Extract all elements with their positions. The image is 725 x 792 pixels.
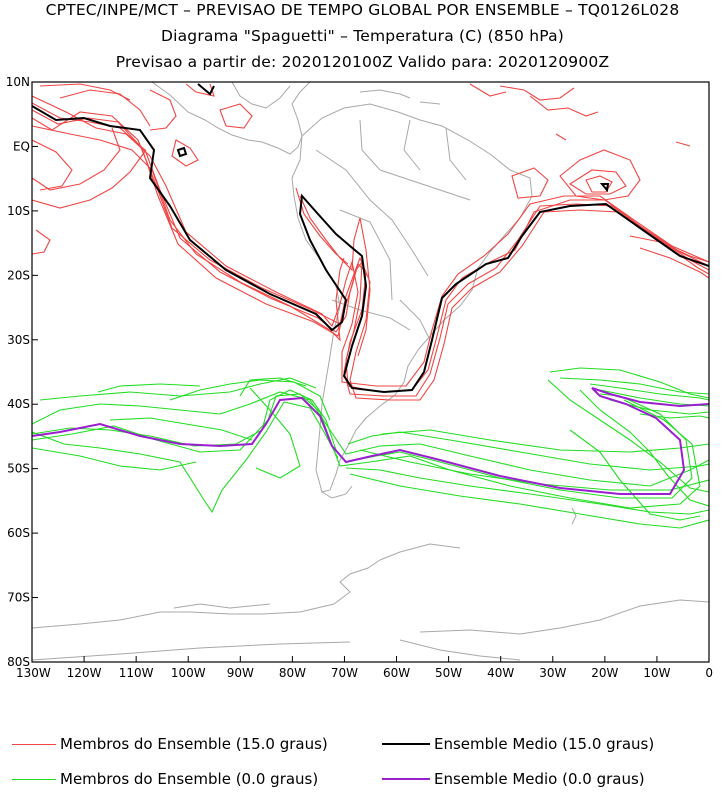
legend-mean-0: Ensemble Medio (0.0 graus) — [382, 770, 645, 788]
legend-label-members-0: Membros do Ensemble (0.0 graus) — [60, 770, 319, 788]
title-line-2: Diagrama "Spaguetti" – Temperatura (C) (… — [160, 27, 565, 45]
mean-0-contour — [32, 387, 709, 495]
lat-tick-label: 20S — [7, 268, 30, 282]
lat-tick-label: 80S — [7, 655, 30, 669]
lon-tick-label: 60W — [383, 666, 410, 680]
title-line-1: CPTEC/INPE/MCT – PREVISAO DE TEMPO GLOBA… — [45, 1, 680, 19]
latitude-axis: 10N EQ 10S 20S 30S 40S 50S 60S 70S 80S — [6, 75, 38, 669]
legend-swatch-mean-0 — [382, 778, 430, 780]
lat-tick-label: 60S — [7, 526, 30, 540]
title-line-3: Previsao a partir de: 2020120100Z Valido… — [115, 53, 610, 71]
members-15-contours — [32, 83, 709, 401]
lat-tick-label: 70S — [7, 591, 30, 605]
lon-tick-label: 110W — [119, 666, 154, 680]
lat-tick-label: 10N — [6, 75, 30, 89]
legend-label-mean-0: Ensemble Medio (0.0 graus) — [434, 770, 645, 788]
lon-tick-label: 10W — [643, 666, 670, 680]
lon-tick-label: 30W — [539, 666, 566, 680]
legend-swatch-members-15 — [12, 743, 56, 745]
lat-tick-label: 30S — [7, 333, 30, 347]
lon-tick-label: 40W — [487, 666, 514, 680]
lon-tick-label: 90W — [227, 666, 254, 680]
lon-tick-label: 20W — [591, 666, 618, 680]
mean-15-contour — [32, 83, 709, 394]
lon-tick-label: 70W — [331, 666, 358, 680]
legend-members-15: Membros do Ensemble (15.0 graus) — [12, 735, 328, 753]
lon-tick-label: 100W — [171, 666, 206, 680]
lat-tick-label: 50S — [7, 462, 30, 476]
legend-members-0: Membros do Ensemble (0.0 graus) — [12, 770, 318, 788]
legend-swatch-mean-15 — [382, 743, 430, 745]
lon-tick-label: 0 — [705, 666, 713, 680]
lat-tick-label: 40S — [7, 397, 30, 411]
lon-tick-label: 80W — [279, 666, 306, 680]
legend-mean-15: Ensemble Medio (15.0 graus) — [382, 735, 654, 753]
longitude-axis: 130W 120W 110W 100W 90W 80W 70W 60W 50W 40W 30W 20W… — [16, 656, 713, 680]
map-frame — [31, 81, 710, 663]
lon-tick-label: 130W — [16, 666, 51, 680]
lon-tick-label: 50W — [435, 666, 462, 680]
legend-label-mean-15: Ensemble Medio (15.0 graus) — [434, 735, 655, 753]
lat-tick-label: 10S — [7, 204, 30, 218]
map-background — [32, 82, 709, 662]
lon-tick-label: 120W — [67, 666, 102, 680]
legend-label-members-15: Membros do Ensemble (15.0 graus) — [60, 735, 328, 753]
legend-swatch-members-0 — [12, 778, 56, 780]
lat-tick-label: EQ — [13, 139, 30, 153]
coastlines — [32, 82, 709, 661]
